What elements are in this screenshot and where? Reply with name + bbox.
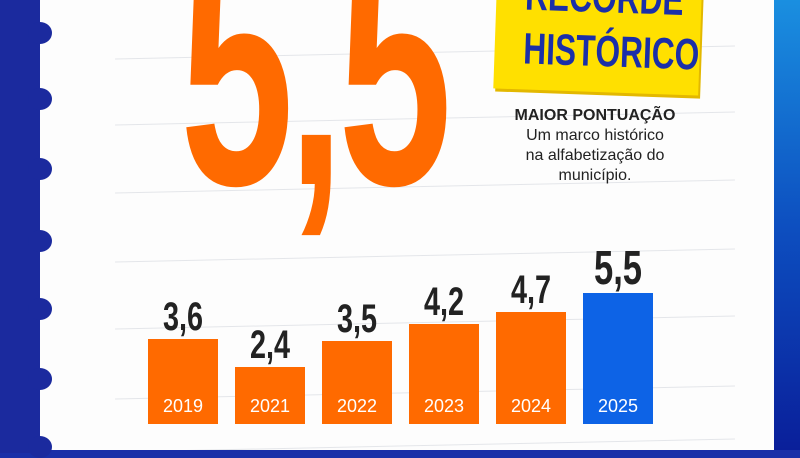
bar-2023 [409, 324, 479, 424]
bar-2021 [235, 367, 305, 424]
spiral-ring-head [28, 88, 52, 110]
year-label: 2021 [249, 396, 291, 416]
record-badge: RECORDE HISTÓRICO [493, 0, 702, 96]
badge-line1: RECORDE [524, 0, 684, 25]
description-title: MAIOR PONTUAÇÃO [514, 107, 676, 124]
bar-2022 [322, 341, 392, 424]
right-blue-band [772, 0, 800, 450]
bar-2025 [583, 293, 653, 424]
description-line: município. [558, 167, 632, 184]
bar-2024 [496, 312, 566, 424]
value-label: 2,4 [249, 323, 291, 368]
spiral-ring-head [28, 158, 52, 180]
spiral-ring-head [28, 22, 52, 44]
spiral-ring-head [28, 298, 52, 320]
value-label: 5,5 [593, 242, 643, 295]
description-line: na alfabetização do [525, 147, 665, 164]
spiral-ring-head [28, 436, 52, 458]
badge-line2: HISTÓRICO [522, 24, 701, 80]
year-label: 2025 [597, 396, 639, 416]
spiral-ring-head [28, 368, 52, 390]
year-label: 2024 [510, 396, 552, 416]
year-label: 2019 [162, 396, 204, 416]
value-label: 3,6 [162, 294, 204, 339]
value-label: 4,2 [423, 280, 465, 325]
ruled-line [115, 438, 735, 450]
notebook-paper: 5,5 RECORDE HISTÓRICO MAIOR PONTUAÇÃO Um… [40, 0, 774, 450]
value-label: 4,7 [510, 268, 552, 313]
bar-2019 [148, 338, 218, 424]
description: MAIOR PONTUAÇÃO Um marco histórico na al… [495, 106, 695, 186]
year-label: 2023 [423, 396, 465, 416]
year-label: 2022 [336, 396, 378, 416]
headline-score: 5,5 [180, 0, 452, 254]
description-line: Um marco histórico [526, 127, 664, 144]
spiral-ring-head [28, 230, 52, 252]
value-label: 3,5 [336, 297, 378, 341]
